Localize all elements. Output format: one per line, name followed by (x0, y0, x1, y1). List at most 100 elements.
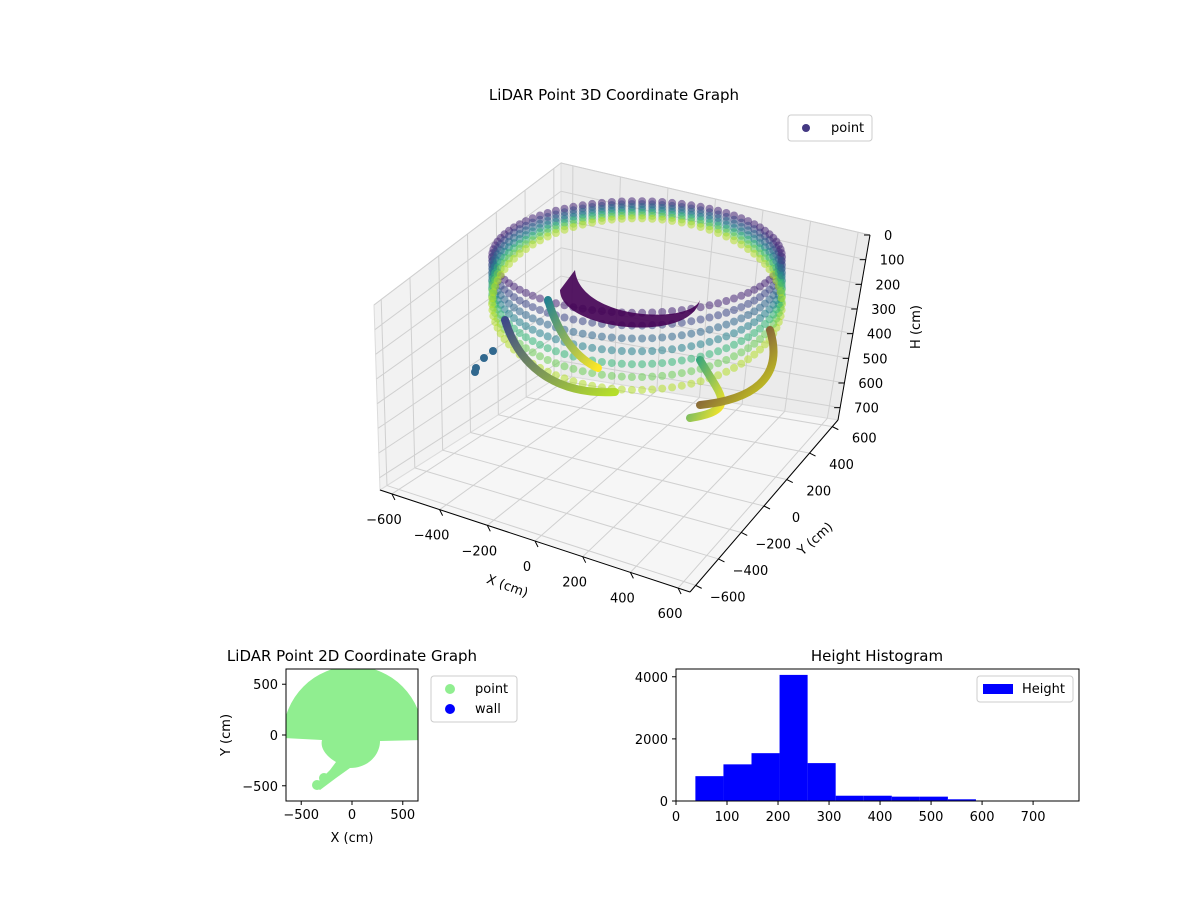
inner-arc-3d (560, 270, 700, 328)
grid-line-y (438, 255, 444, 451)
point-3d (536, 236, 544, 245)
outlier-point-3d (471, 368, 479, 376)
y-axis-label-2d: Y (cm) (219, 714, 234, 757)
point-3d (588, 218, 597, 227)
histogram-bar (919, 796, 948, 801)
grid-line-z (379, 360, 562, 479)
point-3d (578, 342, 587, 351)
point-3d (756, 324, 764, 333)
legend-3d: point (787, 114, 873, 142)
point-3d (617, 359, 626, 368)
grid-line-z (374, 190, 562, 331)
point-3d (521, 299, 530, 308)
histogram-bar (751, 753, 780, 801)
grid-line-y (442, 449, 742, 533)
point-3d (777, 271, 786, 280)
point-3d (648, 385, 657, 394)
histogram-bar (807, 763, 836, 801)
point-3d (658, 333, 667, 342)
point-3d (737, 337, 746, 346)
point-3d (750, 339, 759, 348)
histogram-bar (723, 764, 752, 801)
tick-label-x-histogram: 400 (868, 810, 893, 825)
point-3d (705, 337, 714, 346)
point-3d (730, 363, 738, 372)
point-3d (696, 340, 705, 349)
point-3d (521, 311, 530, 319)
point-3d (551, 229, 560, 237)
point-3d (488, 300, 496, 309)
point-3d (677, 369, 686, 378)
point-3d (677, 331, 686, 340)
point-3d (521, 333, 530, 342)
point-3d (528, 314, 537, 323)
point-3d (750, 296, 759, 305)
tick-label-x-histogram: 0 (672, 810, 680, 825)
grid-line-z (373, 162, 562, 306)
point-3d (722, 297, 731, 305)
point-3d (705, 301, 714, 310)
point-3d (687, 379, 696, 388)
point-3d (578, 220, 587, 229)
point-3d (560, 313, 569, 322)
tick-label-z-3d: 400 (867, 328, 892, 343)
legend-3d-box (787, 114, 873, 142)
point-3d (543, 232, 552, 241)
point-cloud-2d (286, 669, 418, 790)
point-3d (617, 214, 626, 223)
tick-label-y-histogram: 4000 (635, 671, 668, 686)
point-3d (696, 223, 705, 231)
histogram-bar (863, 795, 892, 801)
tick-label-x-histogram: 300 (817, 810, 842, 825)
grid-line-y (380, 299, 388, 486)
point-3d (543, 332, 552, 341)
legend-2d-marker-wall (445, 704, 455, 714)
point-3d (597, 370, 606, 379)
point-3d (687, 220, 696, 229)
point-3d (714, 229, 723, 237)
point-3d (588, 331, 597, 340)
y-axis-label-3d: Y (cm) (794, 520, 836, 560)
point-3d (536, 340, 544, 349)
tick-label-y-histogram: 2000 (635, 733, 668, 748)
point-3d (722, 344, 731, 353)
point-3d (722, 232, 731, 241)
point-3d (528, 303, 537, 312)
point-3d (638, 373, 647, 381)
tick-y-3d (809, 452, 816, 457)
point-3d (714, 371, 723, 380)
point-3d (714, 299, 723, 308)
tick-label-y-histogram: 0 (660, 795, 668, 810)
point-3d (521, 288, 530, 297)
tick-label-x-3d: 600 (658, 607, 683, 622)
point-3d (730, 317, 738, 326)
point-3d (668, 216, 677, 225)
point-3d (730, 306, 738, 314)
point-3d (543, 320, 552, 329)
point-3d (744, 322, 753, 331)
tick-label-x-2d: −500 (283, 808, 319, 823)
point-3d (714, 335, 723, 344)
point-3d (705, 350, 714, 359)
point-3d (658, 346, 667, 355)
tick-y-3d (741, 532, 748, 536)
point-3d (737, 303, 746, 312)
point-3d (560, 350, 569, 359)
point-3d (761, 340, 769, 349)
tick-label-y-3d: 0 (792, 511, 800, 526)
axis-line-y-3d (689, 419, 839, 593)
point-3d (505, 259, 513, 268)
point-3d (560, 362, 569, 371)
axis-line-z-3d (837, 234, 871, 421)
point-3d (569, 364, 578, 373)
point-3d (705, 225, 714, 234)
point-3d (648, 347, 657, 355)
tick-label-x-3d: −400 (414, 529, 450, 544)
grid-line-y (498, 414, 787, 481)
point-3d (521, 344, 530, 353)
point-3d (722, 308, 731, 317)
point-3d (705, 313, 714, 322)
tick-label-z-3d: 600 (858, 377, 883, 392)
point-3d (668, 307, 677, 316)
point-3d (696, 327, 705, 336)
